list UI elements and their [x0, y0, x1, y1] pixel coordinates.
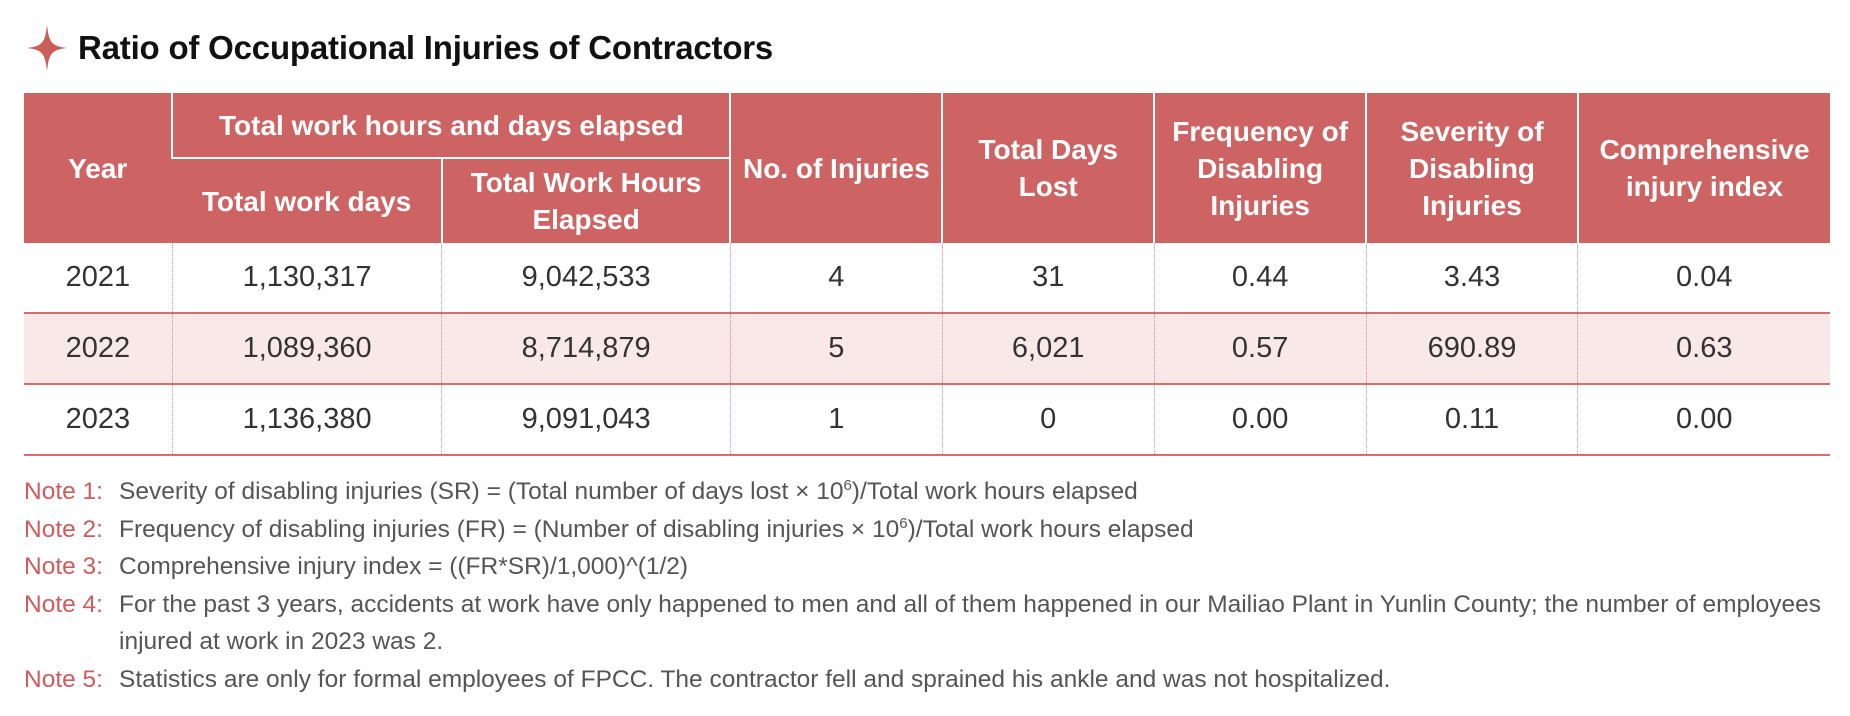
header-work-hours: Total Work Hours Elapsed	[440, 158, 731, 243]
note-5: Note 5: Statistics are only for formal e…	[24, 661, 1834, 699]
note-label: Note 1:	[24, 478, 103, 505]
cell-year: 2022	[24, 313, 173, 385]
cell-work-hours: 8,714,879	[441, 313, 731, 385]
table-row: 2021 1,130,317 9,042,533 4 31 0.44 3.43 …	[24, 243, 1830, 314]
header-index: Comprehensive injury index	[1576, 93, 1830, 243]
cell-index: 0.00	[1577, 384, 1830, 456]
cell-frequency: 0.00	[1153, 384, 1367, 456]
injury-table: Year Total work hours and days elapsed N…	[24, 93, 1830, 456]
notes: Note 1: Severity of disabling injuries (…	[24, 473, 1834, 698]
title-row: Ratio of Occupational Injuries of Contra…	[26, 22, 773, 74]
page-title: Ratio of Occupational Injuries of Contra…	[78, 29, 774, 66]
note-3: Note 3: Comprehensive injury index = ((F…	[24, 548, 1834, 586]
note-superscript: 6	[899, 514, 908, 532]
cell-injuries: 4	[729, 243, 943, 314]
header-severity: Severity of Disabling Injuries	[1365, 93, 1578, 243]
table-header: Year Total work hours and days elapsed N…	[24, 93, 1830, 243]
cell-year: 2023	[24, 384, 173, 456]
cell-injuries: 1	[729, 384, 943, 456]
table-row: 2023 1,136,380 9,091,043 1 0 0.00 0.11 0…	[24, 384, 1830, 456]
cell-work-days: 1,089,360	[171, 313, 442, 385]
header-days-lost: Total Days Lost	[941, 93, 1155, 243]
table-body: 2021 1,130,317 9,042,533 4 31 0.44 3.43 …	[24, 243, 1830, 456]
note-text-part: Severity of disabling injuries (SR) = (T…	[119, 478, 844, 505]
note-text: Statistics are only for formal employees…	[119, 665, 1391, 693]
note-label: Note 5:	[24, 665, 103, 693]
cell-frequency: 0.44	[1153, 243, 1367, 314]
note-text: Severity of disabling injuries (SR) = (T…	[119, 473, 1834, 511]
header-year: Year	[24, 93, 173, 243]
header-work-days: Total work days	[172, 158, 442, 243]
cell-work-hours: 9,042,533	[441, 243, 731, 314]
note-text: Comprehensive injury index = ((FR*SR)/1,…	[119, 553, 689, 580]
cell-work-days: 1,136,380	[171, 384, 442, 456]
cell-injuries: 5	[729, 313, 943, 385]
cell-days-lost: 31	[941, 243, 1155, 314]
note-text-part: )/Total work hours elapsed	[851, 478, 1138, 505]
note-text-part: )/Total work hours elapsed	[907, 515, 1194, 543]
note-4: Note 4: For the past 3 years, accidents …	[24, 586, 1834, 661]
cell-severity: 690.89	[1365, 313, 1578, 385]
note-text: Frequency of disabling injuries (FR) = (…	[119, 511, 1834, 549]
header-work-group: Total work hours and days elapsed	[171, 93, 731, 159]
note-text-part: Frequency of disabling injuries (FR) = (…	[119, 515, 900, 543]
cell-days-lost: 0	[941, 384, 1155, 456]
cell-year: 2021	[24, 243, 173, 314]
four-point-star-icon	[27, 25, 67, 71]
note-text: For the past 3 years, accidents at work …	[119, 590, 1821, 656]
note-1: Note 1: Severity of disabling injuries (…	[24, 473, 1834, 511]
cell-work-hours: 9,091,043	[441, 384, 731, 456]
note-2: Note 2: Frequency of disabling injuries …	[24, 511, 1834, 549]
note-superscript: 6	[843, 477, 852, 494]
table-row: 2022 1,089,360 8,714,879 5 6,021 0.57 69…	[24, 313, 1830, 385]
cell-work-days: 1,130,317	[171, 243, 442, 314]
cell-index: 0.63	[1577, 313, 1830, 385]
header-injuries: No. of Injuries	[729, 93, 943, 243]
cell-index: 0.04	[1577, 243, 1830, 314]
note-label: Note 2:	[24, 515, 103, 543]
cell-severity: 0.11	[1365, 384, 1578, 456]
cell-severity: 3.43	[1365, 243, 1578, 314]
cell-frequency: 0.57	[1153, 313, 1367, 385]
note-label: Note 4:	[24, 590, 103, 618]
note-label: Note 3:	[24, 553, 103, 580]
header-frequency: Frequency of Disabling Injuries	[1153, 93, 1367, 243]
cell-days-lost: 6,021	[941, 313, 1155, 385]
